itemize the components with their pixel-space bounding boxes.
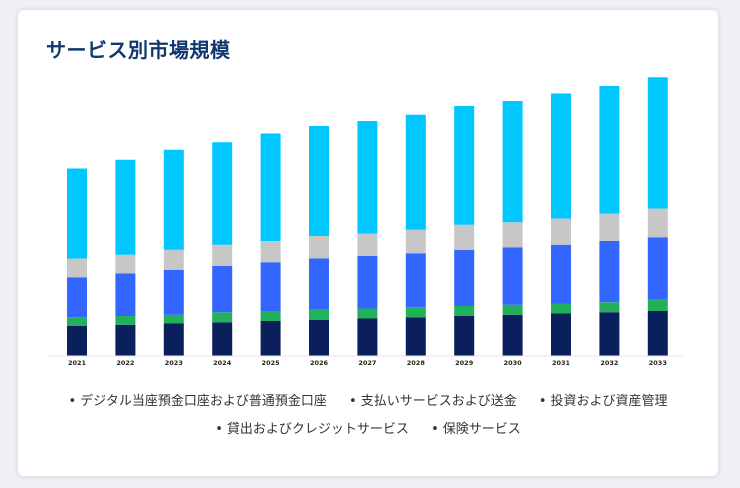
x-tick-label-2033: 2033 — [649, 359, 667, 367]
bar-segment-2022-s3 — [115, 254, 136, 274]
bar-segment-2030-s1 — [502, 304, 523, 315]
bar-segment-2032-s1 — [599, 302, 620, 313]
legend-label: 貸出およびクレジットサービス — [226, 422, 409, 437]
bar-segment-2032-s3 — [599, 213, 620, 241]
x-tick-label-2031: 2031 — [552, 359, 571, 367]
bar-segment-2031-s0 — [551, 313, 571, 356]
legend-bullet: • — [538, 394, 547, 409]
bar-segment-2024-s3 — [212, 244, 233, 266]
legend-item: • 投資および資産管理 — [539, 388, 668, 416]
x-tick-labels: 2021 2022 2023 2024 2025 2026 2027 2028 2029 2030… — [68, 359, 667, 367]
bar-segment-2027-s0 — [357, 318, 378, 356]
x-tick-label-2028: 2028 — [407, 359, 426, 367]
bars-group — [67, 77, 668, 356]
stacked-bar-chart: 2021 2022 2023 2024 2025 2026 2027 2028 2029 2030… — [48, 77, 683, 367]
legend-label: 保険サービス — [442, 422, 521, 437]
bar-segment-2033-s2 — [647, 237, 668, 300]
legend-item: • デジタル当座預金口座および普通預金口座 — [68, 388, 326, 416]
bar-segment-2033-s4 — [647, 77, 668, 209]
legend-label: デジタル当座預金口座および普通預金口座 — [80, 394, 327, 409]
chart-title: サービス別市場規模 — [46, 38, 231, 62]
bar-segment-2024-s1 — [212, 312, 233, 323]
x-tick-label-2023: 2023 — [165, 359, 183, 367]
legend-bullet: • — [349, 394, 357, 409]
bar-segment-2021-s4 — [67, 168, 87, 259]
bar-segment-2022-s1 — [115, 316, 136, 325]
bar-segment-2026-s2 — [309, 258, 329, 310]
bar-segment-2030-s4 — [502, 101, 523, 223]
bar-segment-2024-s2 — [212, 266, 233, 313]
bar-segment-2026-s3 — [309, 236, 329, 259]
x-tick-label-2026: 2026 — [310, 359, 329, 367]
bar-segment-2028-s0 — [405, 317, 426, 356]
bar-segment-2033-s0 — [647, 311, 668, 356]
bar-segment-2029-s2 — [454, 249, 475, 306]
legend-label: 投資および資産管理 — [550, 394, 668, 409]
x-tick-label-2032: 2032 — [600, 359, 618, 367]
legend: • デジタル当座預金口座および普通預金口座 • 支払いサービスおよび送金 • 投資およ… — [38, 388, 698, 444]
x-tick-label-2025: 2025 — [262, 359, 281, 367]
bar-segment-2029-s0 — [454, 316, 475, 356]
bar-segment-2022-s4 — [115, 159, 136, 255]
x-tick-label-2030: 2030 — [504, 359, 523, 367]
bar-segment-2028-s2 — [405, 253, 426, 308]
bar-segment-2023-s4 — [163, 149, 184, 250]
bar-segment-2021-s0 — [67, 326, 87, 356]
bar-segment-2024-s4 — [212, 142, 233, 245]
bar-segment-2030-s3 — [502, 222, 523, 248]
x-tick-label-2024: 2024 — [213, 359, 232, 367]
bar-segment-2031-s1 — [551, 303, 571, 314]
bar-segment-2030-s2 — [502, 247, 523, 305]
bar-segment-2027-s1 — [357, 308, 378, 319]
bar-segment-2031-s4 — [551, 93, 571, 219]
bar-segment-2028-s3 — [405, 229, 426, 254]
bar-segment-2030-s0 — [502, 314, 523, 356]
x-tick-label-2027: 2027 — [358, 359, 376, 367]
bar-segment-2026-s0 — [309, 319, 329, 356]
bar-segment-2021-s3 — [67, 258, 87, 278]
bar-segment-2025-s1 — [260, 311, 281, 321]
bar-segment-2021-s2 — [67, 277, 87, 318]
bar-segment-2022-s2 — [115, 273, 136, 316]
bar-segment-2023-s1 — [163, 314, 184, 324]
bar-segment-2032-s0 — [599, 312, 620, 356]
bar-segment-2022-s0 — [115, 324, 136, 356]
bar-segment-2031-s2 — [551, 244, 571, 304]
legend-item: • 貸出およびクレジットサービス — [215, 416, 409, 444]
legend-item: • 保険サービス — [431, 416, 521, 444]
bar-segment-2029-s3 — [454, 224, 475, 250]
legend-label: 支払いサービスおよび送金 — [360, 394, 517, 409]
bar-segment-2025-s4 — [260, 133, 281, 241]
bar-segment-2025-s0 — [260, 321, 281, 356]
bar-segment-2025-s2 — [260, 262, 281, 311]
bar-segment-2028-s4 — [405, 114, 426, 230]
bar-segment-2029-s4 — [454, 106, 475, 225]
chart-card: サービス別市場規模 2021 2022 2023 2024 2025 2026 2027 20… — [18, 10, 718, 476]
bar-segment-2029-s1 — [454, 306, 475, 316]
bar-segment-2028-s1 — [405, 307, 426, 318]
bar-segment-2033-s3 — [647, 208, 668, 238]
x-tick-label-2021: 2021 — [68, 359, 87, 367]
bar-segment-2027-s2 — [357, 256, 378, 309]
bar-segment-2024-s0 — [212, 322, 233, 356]
bar-segment-2021-s1 — [67, 317, 87, 326]
legend-bullet: • — [431, 422, 439, 437]
bar-segment-2023-s2 — [163, 269, 184, 315]
legend-bullet: • — [215, 422, 223, 437]
bar-segment-2025-s3 — [260, 241, 281, 263]
bar-segment-2026-s4 — [309, 126, 329, 236]
bar-segment-2027-s3 — [357, 233, 378, 256]
bar-segment-2032-s2 — [599, 241, 620, 303]
bar-segment-2032-s4 — [599, 86, 620, 214]
legend-bullet: • — [68, 394, 77, 409]
bar-segment-2023-s3 — [163, 249, 184, 270]
legend-item: • 支払いサービスおよび送金 — [349, 388, 517, 416]
x-tick-label-2029: 2029 — [455, 359, 474, 367]
bar-segment-2033-s1 — [647, 299, 668, 311]
bar-segment-2023-s0 — [163, 323, 184, 356]
bar-segment-2027-s4 — [357, 121, 378, 234]
x-tick-label-2022: 2022 — [116, 359, 134, 367]
bar-segment-2026-s1 — [309, 309, 329, 320]
bar-segment-2031-s3 — [551, 218, 571, 245]
